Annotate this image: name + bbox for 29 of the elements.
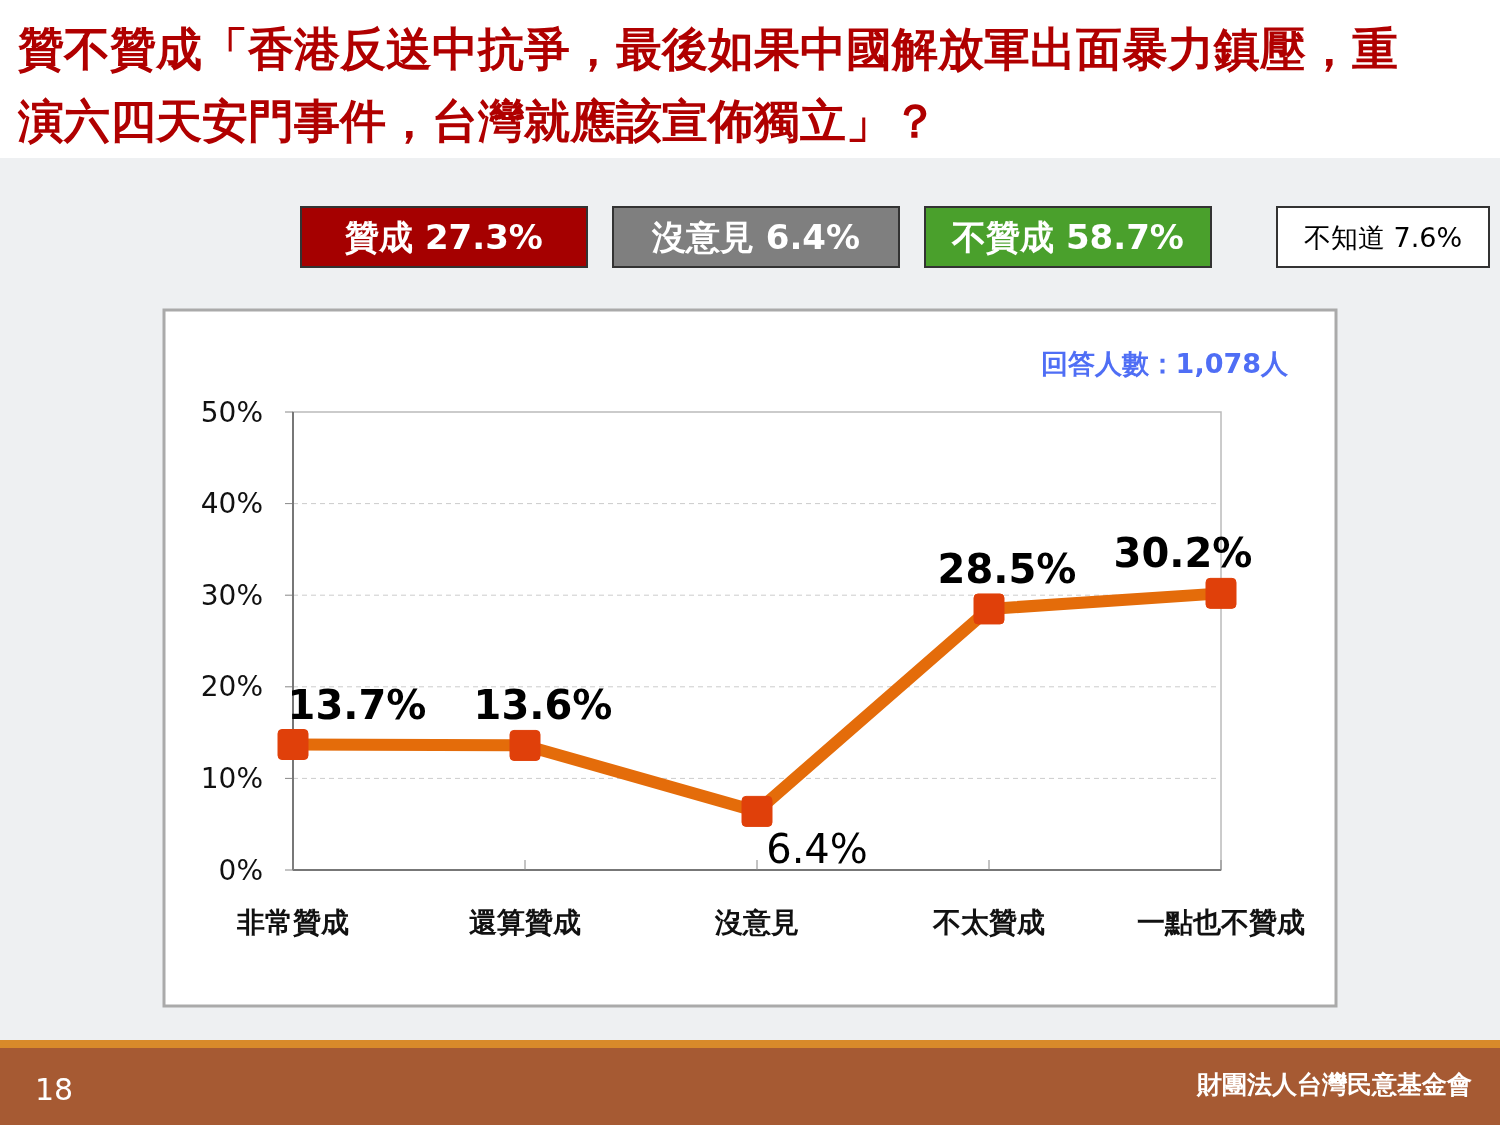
text: 18 bbox=[35, 1072, 74, 1107]
data-label: 30.2% bbox=[1113, 530, 1253, 577]
text: 不贊成 58.7% bbox=[951, 217, 1184, 257]
point bbox=[1205, 577, 1237, 609]
text: 回答人數：1,078人 bbox=[1040, 348, 1289, 379]
chart-title: 贊不贊成「香港反送中抗爭，最後如果中國解放軍出面暴力鎮壓，重演六四天安門事件，台灣就應該宣佈獨立」？ bbox=[17, 22, 1398, 148]
data-label: 13.7% bbox=[287, 681, 427, 728]
text: 財團法人台灣民意基金會 bbox=[1196, 1070, 1472, 1099]
x-tick-label: 非常贊成 bbox=[236, 905, 349, 939]
x-tick-label: 不太贊成 bbox=[932, 905, 1045, 939]
y-tick-label: 20% bbox=[200, 670, 263, 704]
point bbox=[973, 593, 1005, 625]
y-tick-label: 30% bbox=[200, 578, 263, 612]
text: 沒意見 6.4% bbox=[650, 217, 861, 257]
text: 不知道 7.6% bbox=[1303, 221, 1463, 253]
data-label: 13.6% bbox=[473, 682, 613, 729]
y-tick-label: 0% bbox=[218, 853, 263, 887]
point bbox=[277, 729, 309, 761]
x-tick-label: 還算贊成 bbox=[469, 905, 581, 939]
x-tick-label: 沒意見 bbox=[714, 905, 799, 939]
x-tick-label: 一點也不贊成 bbox=[1137, 905, 1305, 939]
point bbox=[509, 729, 541, 761]
y-tick-label: 40% bbox=[200, 487, 263, 521]
point bbox=[741, 795, 773, 827]
data-label: 28.5% bbox=[937, 545, 1077, 592]
y-tick-label: 10% bbox=[200, 761, 263, 795]
text: 贊成 27.3% bbox=[344, 217, 543, 257]
y-tick-label: 50% bbox=[200, 395, 263, 429]
data-label: 6.4% bbox=[766, 826, 868, 873]
